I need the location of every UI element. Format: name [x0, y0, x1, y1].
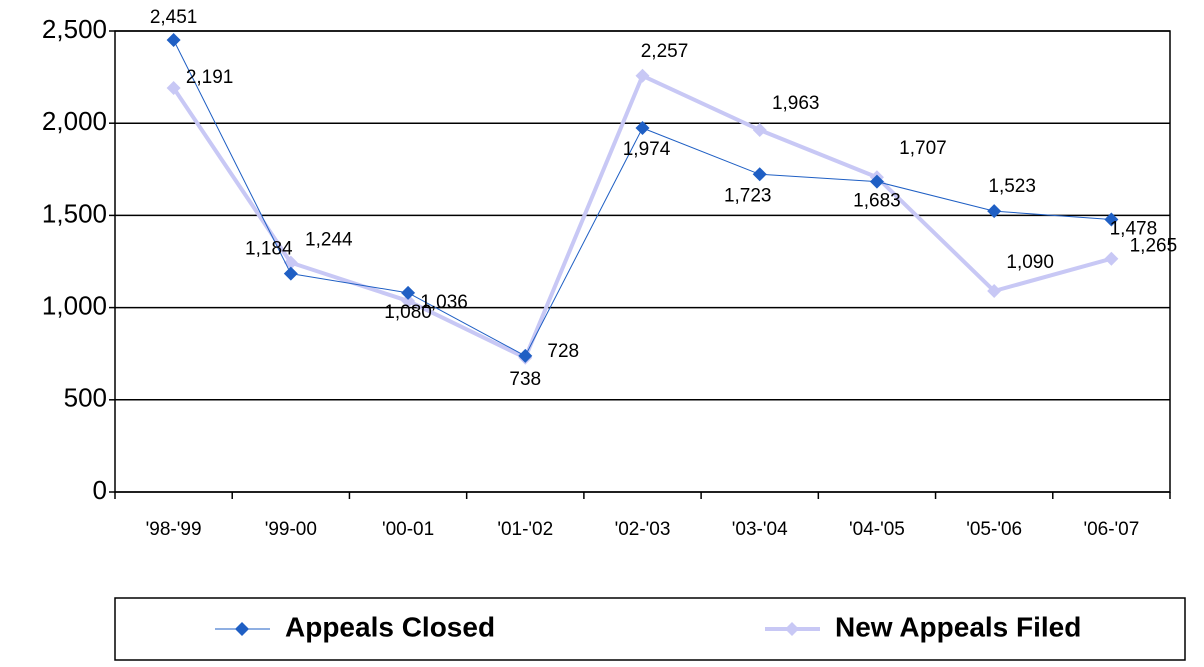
marker: [869, 174, 884, 189]
y-tick-label: 2,500: [42, 14, 107, 44]
x-tick-label: '06-'07: [1083, 519, 1139, 540]
data-label: 1,244: [305, 230, 353, 251]
y-tick-label: 2,000: [42, 106, 107, 136]
x-tick-label: '99-00: [265, 519, 317, 540]
marker: [752, 167, 767, 182]
data-label: 1,963: [772, 93, 820, 114]
legend-label: New Appeals Filed: [835, 611, 1081, 642]
legend-marker: [235, 622, 249, 636]
data-label: 2,191: [186, 67, 234, 88]
marker: [401, 285, 416, 300]
x-tick-label: '03-'04: [732, 519, 788, 540]
data-label: 1,090: [1006, 252, 1054, 273]
data-label: 1,974: [623, 139, 671, 160]
data-label: 1,723: [724, 185, 772, 206]
marker: [987, 284, 1002, 299]
marker: [635, 68, 650, 83]
data-label: 2,451: [150, 7, 198, 28]
x-tick-label: '04-'05: [849, 519, 905, 540]
x-tick-label: '02-'03: [615, 519, 671, 540]
y-tick-label: 1,500: [42, 198, 107, 228]
marker: [1104, 212, 1119, 227]
data-label: 1,478: [1110, 218, 1158, 239]
legend-label: Appeals Closed: [285, 611, 495, 642]
data-label: 2,257: [641, 41, 689, 62]
marker: [635, 120, 650, 135]
x-tick-label: '01-'02: [497, 519, 553, 540]
marker: [166, 33, 181, 48]
marker: [166, 80, 181, 95]
y-tick-label: 500: [64, 383, 107, 413]
y-tick-label: 1,000: [42, 290, 107, 320]
data-label: 728: [547, 341, 579, 362]
y-tick-label: 0: [93, 475, 107, 505]
data-label: 1,523: [988, 176, 1036, 197]
marker: [283, 266, 298, 281]
data-label: 1,080: [384, 302, 432, 323]
x-tick-label: '98-'99: [146, 519, 202, 540]
data-label: 1,707: [899, 138, 947, 159]
marker: [987, 204, 1002, 219]
marker: [401, 293, 416, 308]
plot-border: [114, 30, 1171, 493]
data-label: 1,036: [420, 292, 468, 313]
data-label: 1,184: [245, 239, 293, 260]
data-label: 738: [509, 369, 541, 390]
data-label: 1,683: [853, 191, 901, 212]
x-tick-label: '05-'06: [966, 519, 1022, 540]
marker: [752, 123, 767, 138]
marker: [1104, 251, 1119, 266]
legend-marker: [785, 622, 799, 636]
x-tick-label: '00-01: [382, 519, 434, 540]
data-label: 1,265: [1130, 236, 1178, 257]
marker: [518, 348, 533, 363]
legend-box: [114, 597, 1186, 661]
